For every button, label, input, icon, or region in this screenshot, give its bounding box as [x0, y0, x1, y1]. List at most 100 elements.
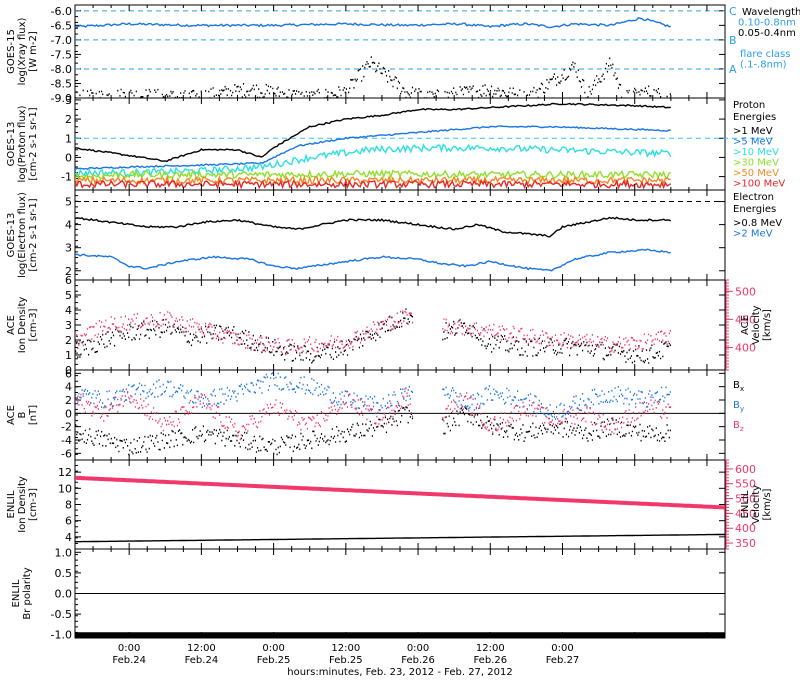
panel-frame — [74, 369, 726, 461]
legend-entry-subscript: x — [740, 385, 744, 393]
y-axis-label: GOES-13 — [6, 213, 17, 258]
legend-entry: 0.10-0.8nm — [738, 18, 796, 29]
y-axis-label: log(Proton flux) — [17, 105, 28, 182]
y-tick-label: 3 — [65, 242, 72, 255]
series-line-ion-density — [75, 533, 725, 543]
legend-entry: B — [733, 420, 740, 431]
x-tick-date: Feb.24 — [112, 655, 146, 666]
panel-3: 5 4 3 2 GOES-13 log(Electron flux) [cm-2 s-1 s… — [6, 189, 782, 281]
y-tick-label: -0.5 — [51, 608, 72, 621]
y-tick-label: 6 — [65, 515, 72, 528]
y2-axis-label: ACE — [740, 315, 751, 335]
y2-tick-label: 400 — [735, 342, 756, 355]
y-tick-label: -6 — [61, 447, 72, 460]
y-tick-label: 0 — [65, 151, 72, 164]
y-axis-label: GOES-15 — [6, 29, 17, 74]
series-line--0-8-mev — [75, 216, 672, 238]
y-tick-label: 6 — [65, 367, 72, 380]
y-tick-label: -6.0 — [51, 5, 72, 18]
panel-series — [75, 17, 671, 98]
x-tick-date: Feb.24 — [185, 655, 219, 666]
legend-title: Proton — [733, 100, 765, 111]
legend-entry: >2 MeV — [733, 229, 773, 240]
bottom-axis-bar — [75, 634, 725, 638]
series-line--30-mev — [75, 168, 671, 182]
panel-series — [75, 372, 671, 456]
y2-tick-label: 350 — [735, 537, 756, 550]
series-line--5-mev — [75, 125, 671, 170]
y-axis-label: [cm-3] — [28, 308, 39, 341]
panel-series — [75, 308, 671, 364]
y-tick-label: -6.5 — [51, 19, 72, 32]
y-tick-label: -7.0 — [51, 34, 72, 47]
series-points-by — [75, 372, 671, 420]
y-axis-label: [nT] — [28, 405, 39, 425]
y2-tick-label: 450 — [735, 313, 756, 326]
legend-title: Electron — [733, 192, 774, 203]
y-tick-label: 8 — [65, 499, 72, 512]
y-tick-label: 2 — [65, 265, 72, 278]
legend-title: Energies — [733, 112, 776, 123]
y2-axis-label: Velocity — [751, 305, 762, 344]
legend-entry: >0.8 MeV — [733, 218, 782, 229]
panel-series — [75, 216, 672, 272]
y-tick-label: 2 — [65, 113, 72, 126]
legend-entry: B — [733, 400, 740, 411]
series-points-velocity — [75, 310, 671, 356]
y-axis-label: ACE — [6, 405, 17, 425]
y-tick-label: 4 — [65, 531, 72, 544]
x-tick-date: Feb.26 — [401, 655, 435, 666]
panel-2: 3 2 1 0 -1 GOES-13 log(Proton flux) [cm-2 s-1 s… — [6, 94, 785, 191]
legend-entry: 0.05-0.4nm — [738, 28, 796, 39]
legend-entry: >50 MeV — [733, 168, 779, 179]
y-tick-label: -1 — [61, 171, 72, 184]
y2-axis-label: ENLIL — [740, 490, 751, 518]
y-tick-label: -4 — [61, 434, 72, 447]
y-tick-label: 3 — [65, 319, 72, 332]
y2-axis-label: [km/s] — [762, 309, 773, 341]
y-axis-label: [cm-2 s-1 sr-1] — [28, 107, 39, 180]
legend-title: Energies — [733, 204, 776, 215]
y-tick-label: 4 — [65, 219, 72, 232]
y2-tick-label: 500 — [735, 285, 756, 298]
panel-frame — [74, 279, 726, 371]
x-tick-time: 0:00 — [262, 643, 284, 654]
series-line--1-mev — [75, 102, 671, 163]
flare-level-label: A — [729, 63, 737, 76]
series-line--50-mev — [75, 174, 671, 187]
y-axis-label: log(Xray flux) — [17, 18, 28, 86]
series-points-ion-density — [75, 308, 671, 364]
y-tick-label: 1 — [65, 132, 72, 145]
series-line-velocity — [75, 475, 725, 510]
panel-1: -6.0-6.5 -7.0-7.5 -8.0-8.5 -9.0 GOES-15 log(X… — [6, 4, 800, 105]
legend-entry: >10 MeV — [733, 147, 779, 158]
y2-tick-label: 550 — [735, 478, 756, 491]
y-tick-label: 2 — [65, 394, 72, 407]
y-axis-label: ENLIL — [6, 490, 17, 518]
y-tick-label: 0.0 — [55, 588, 73, 601]
panel-series — [75, 102, 672, 190]
panel-series — [75, 475, 725, 543]
y-tick-label: -8.5 — [51, 77, 72, 90]
legend-entry-subscript: z — [740, 425, 744, 433]
y-tick-label: 12 — [58, 466, 72, 479]
y-tick-label: 1 — [65, 349, 72, 362]
y-axis-label: ENLIL — [11, 579, 22, 607]
y-tick-label: 0.5 — [55, 567, 73, 580]
series-points-bx — [75, 406, 671, 456]
x-axis-label: hours:minutes, Feb. 23, 2012 - Feb. 27, … — [287, 667, 512, 678]
y-tick-label: 10 — [58, 482, 72, 495]
x-tick-time: 12:00 — [331, 643, 360, 654]
y-tick-label: 0 — [65, 407, 72, 420]
y2-tick-label: 600 — [735, 463, 756, 476]
y-tick-label: -2 — [61, 421, 72, 434]
x-tick-time: 0:00 — [118, 643, 140, 654]
x-tick-time: 0:00 — [551, 643, 573, 654]
series-points-bz — [75, 387, 671, 441]
y-tick-label: -8.0 — [51, 63, 72, 76]
legend-entry: >100 MeV — [733, 179, 785, 190]
